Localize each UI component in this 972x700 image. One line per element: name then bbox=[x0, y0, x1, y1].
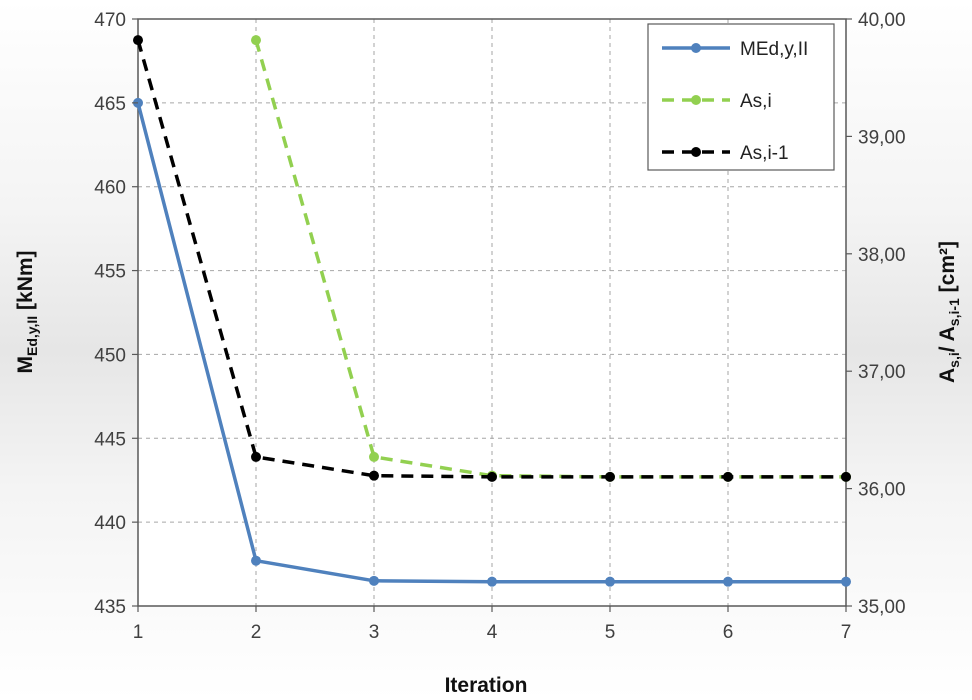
left-tick-label: 440 bbox=[94, 513, 126, 534]
x-axis-title: Iteration bbox=[445, 674, 528, 697]
right-axis-title-mid: / A bbox=[936, 326, 959, 352]
left-tick-label: 460 bbox=[94, 178, 126, 199]
legend-items: MEd,y,II As,i As,i-1 bbox=[662, 39, 808, 164]
left-axis-title-subscript: Ed,y,II bbox=[24, 316, 40, 356]
legend-marker-0 bbox=[691, 43, 701, 53]
right-axis-title-sub1: s,i bbox=[946, 352, 962, 368]
series-point-2 bbox=[369, 470, 379, 481]
legend: MEd,y,II As,i As,i-1 bbox=[647, 23, 835, 171]
x-tick-label: 5 bbox=[605, 622, 616, 643]
right-axis-title-unit: [cm²] bbox=[936, 241, 959, 298]
series-layer bbox=[133, 35, 851, 587]
left-axis-title-main: M bbox=[14, 356, 37, 374]
grid bbox=[138, 19, 846, 606]
right-axis-title-a1: A bbox=[936, 368, 959, 383]
series-point-0 bbox=[251, 555, 261, 566]
x-tick-label: 3 bbox=[369, 622, 380, 643]
x-tick-label: 7 bbox=[841, 622, 852, 643]
legend-label-0: MEd,y,II bbox=[740, 39, 808, 60]
left-tick-label: 455 bbox=[94, 262, 126, 283]
right-axis-ticks: 35,00 36,00 37,00 38,00 39,00 40,00 bbox=[846, 10, 906, 618]
series-point-1 bbox=[369, 451, 379, 462]
series-point-0 bbox=[723, 576, 733, 587]
right-tick-label: 35,00 bbox=[858, 597, 906, 618]
left-tick-label: 435 bbox=[94, 597, 126, 618]
series-point-2 bbox=[723, 471, 733, 482]
right-axis-title-sub2: s,i-1 bbox=[946, 298, 962, 326]
legend-label-2: As,i-1 bbox=[740, 143, 789, 164]
series-point-2 bbox=[841, 471, 851, 482]
x-tick-label: 4 bbox=[487, 622, 498, 643]
x-tick-label: 2 bbox=[251, 622, 262, 643]
series-point-2 bbox=[605, 471, 615, 482]
legend-marker-1 bbox=[691, 95, 701, 105]
series-point-2 bbox=[487, 471, 497, 482]
left-axis-title: MEd,y,II [kNm] bbox=[14, 250, 40, 373]
series-point-0 bbox=[605, 576, 615, 587]
legend-label-1: As,i bbox=[740, 91, 772, 112]
left-tick-label: 470 bbox=[94, 10, 126, 31]
left-axis-title-unit: [kNm] bbox=[14, 250, 37, 315]
right-tick-label: 39,00 bbox=[858, 127, 906, 148]
series-point-0 bbox=[487, 576, 497, 587]
left-axis-ticks: 435 440 445 450 455 460 465 470 bbox=[94, 10, 138, 618]
left-tick-label: 450 bbox=[94, 345, 126, 366]
legend-marker-2 bbox=[691, 147, 701, 157]
right-tick-label: 37,00 bbox=[858, 362, 906, 383]
left-tick-label: 445 bbox=[94, 429, 126, 450]
series-point-1 bbox=[251, 35, 261, 46]
x-tick-label: 6 bbox=[723, 622, 734, 643]
right-tick-label: 36,00 bbox=[858, 480, 906, 501]
series-point-2 bbox=[133, 35, 143, 46]
x-tick-label: 1 bbox=[133, 622, 144, 643]
x-axis-ticks: 1 2 3 4 5 6 7 bbox=[133, 606, 852, 643]
right-tick-label: 40,00 bbox=[858, 10, 906, 31]
series-point-0 bbox=[369, 575, 379, 586]
left-tick-label: 465 bbox=[94, 94, 126, 115]
right-axis-title: As,i/ As,i-1 [cm²] bbox=[936, 241, 962, 383]
right-tick-label: 38,00 bbox=[858, 245, 906, 266]
series-point-2 bbox=[251, 451, 261, 462]
series-point-0 bbox=[841, 576, 851, 587]
